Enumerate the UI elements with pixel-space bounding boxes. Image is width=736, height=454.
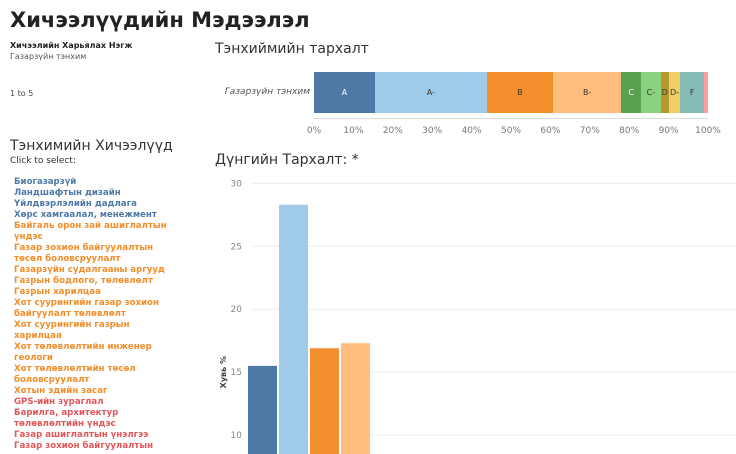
courses-title: Тэнхимийн Хичээлүүд: [10, 138, 173, 154]
distribution-tick-label: 70%: [579, 126, 600, 136]
course-item[interactable]: Хот суурингийн газрын: [14, 320, 130, 330]
distribution-tick-label: 10%: [343, 126, 364, 136]
grade-chart-title: Дүнгийн Тархалт: *: [215, 152, 359, 168]
distribution-bar: A A- B B- C C- D D- F: [314, 72, 708, 113]
distribution-segment[interactable]: B: [486, 72, 554, 113]
course-item[interactable]: GPS-ийн зураглал: [14, 397, 104, 407]
course-item[interactable]: байгуулалт төлөвлөлт: [14, 309, 126, 319]
course-item[interactable]: Хот төлөвлөлтийн инженер: [14, 342, 152, 352]
distribution-segment[interactable]: C-: [641, 72, 661, 113]
course-item[interactable]: Ландшафтын дизайн: [14, 188, 121, 198]
y-tick-label: 10: [231, 431, 243, 441]
course-item[interactable]: Барилга, архитектур: [14, 408, 119, 418]
pager-text: 1 to 5: [10, 89, 34, 98]
courses-subtitle: Click to select:: [10, 156, 76, 166]
distribution-segment[interactable]: C: [621, 72, 641, 113]
distribution-segment[interactable]: A: [314, 72, 376, 113]
y-tick-label: 30: [231, 179, 243, 189]
grade-bar[interactable]: [279, 204, 308, 454]
distribution-tick-label: 50%: [500, 126, 522, 136]
distribution-tick-label: 30%: [422, 126, 443, 136]
course-item[interactable]: Үйлдвэрлэлийн дадлага: [14, 199, 137, 209]
grade-chart: 10 15 20 25 30 Хувь %: [219, 179, 736, 454]
course-item[interactable]: боловсруулалт: [14, 375, 90, 385]
course-item[interactable]: Газрын харилцаа: [14, 287, 101, 297]
distribution-tick-label: 90%: [658, 126, 679, 136]
course-item[interactable]: Хотын эдийн засаг: [14, 386, 108, 396]
course-item[interactable]: Хот суурингийн газар зохион: [14, 298, 159, 308]
course-item[interactable]: Газарзүйн судалгааны аргууд: [14, 265, 165, 275]
course-item[interactable]: Газар ашиглалтын үнэлгээ: [14, 430, 149, 440]
distribution-tick-label: 80%: [619, 126, 640, 136]
page-title: Хичээлүүдийн Мэдээлэл: [10, 8, 310, 32]
distribution-tick-label: 40%: [461, 126, 482, 136]
distribution-segment[interactable]: D-: [668, 72, 681, 113]
y-tick-label: 25: [231, 242, 242, 252]
course-item[interactable]: Газрын бодлого, төлөвлөлт: [14, 276, 153, 286]
course-item[interactable]: Байгаль орон зай ашиглалтын: [14, 221, 167, 231]
distribution-segment[interactable]: D: [660, 72, 669, 113]
course-item[interactable]: геологи: [14, 353, 53, 363]
course-item[interactable]: Биогазарзүй: [14, 177, 77, 187]
grade-bar[interactable]: [341, 343, 370, 454]
course-item[interactable]: Газар зохион байгуулалтын: [14, 441, 154, 451]
course-item[interactable]: Газар зохион байгуулалтын: [14, 243, 154, 253]
distribution-tick-label: 60%: [540, 126, 561, 136]
distribution-segment[interactable]: A-: [375, 72, 487, 113]
course-item[interactable]: харилцаа: [14, 331, 62, 341]
course-item[interactable]: Хөрс хамгаалал, менежмент: [14, 210, 157, 220]
distribution-segment[interactable]: [704, 72, 708, 113]
grade-bar[interactable]: [310, 348, 339, 454]
distribution-title: Тэнхиймийн тархалт: [215, 41, 369, 57]
distribution-ticks: 0% 10% 20% 30% 40% 50% 60% 70% 80% 90% 100%: [307, 126, 721, 138]
distribution-segment[interactable]: B-: [553, 72, 622, 113]
course-item[interactable]: төсөл боловсруулалт: [14, 254, 121, 264]
y-tick-label: 20: [231, 305, 243, 315]
distribution-row-label: Газарзүйн тэнхим: [224, 87, 310, 97]
distribution-tick-label: 20%: [382, 126, 403, 136]
y-tick-label: 15: [231, 368, 242, 378]
y-axis-label: Хувь %: [219, 356, 228, 388]
course-list: Биогазарзүй Ландшафтын дизайн Үйлдвэрлэлий…: [14, 177, 194, 452]
grade-bar[interactable]: [248, 365, 277, 454]
department-filter-label: Хичээлийн Харьялах Нэгж: [10, 41, 133, 50]
course-item[interactable]: төлөвлөлтийн үндэс: [14, 419, 116, 429]
course-item[interactable]: Хот төлөвлөлтийн төсөл: [14, 364, 136, 374]
distribution-tick-label: 100%: [695, 126, 721, 136]
department-filter-value[interactable]: Газарзүйн тэнхим: [10, 52, 87, 61]
distribution-tick-label: 0%: [306, 126, 322, 136]
course-item[interactable]: үндэс: [14, 232, 43, 242]
distribution-segment[interactable]: F: [680, 72, 705, 113]
distribution-axis-line: [314, 118, 708, 119]
